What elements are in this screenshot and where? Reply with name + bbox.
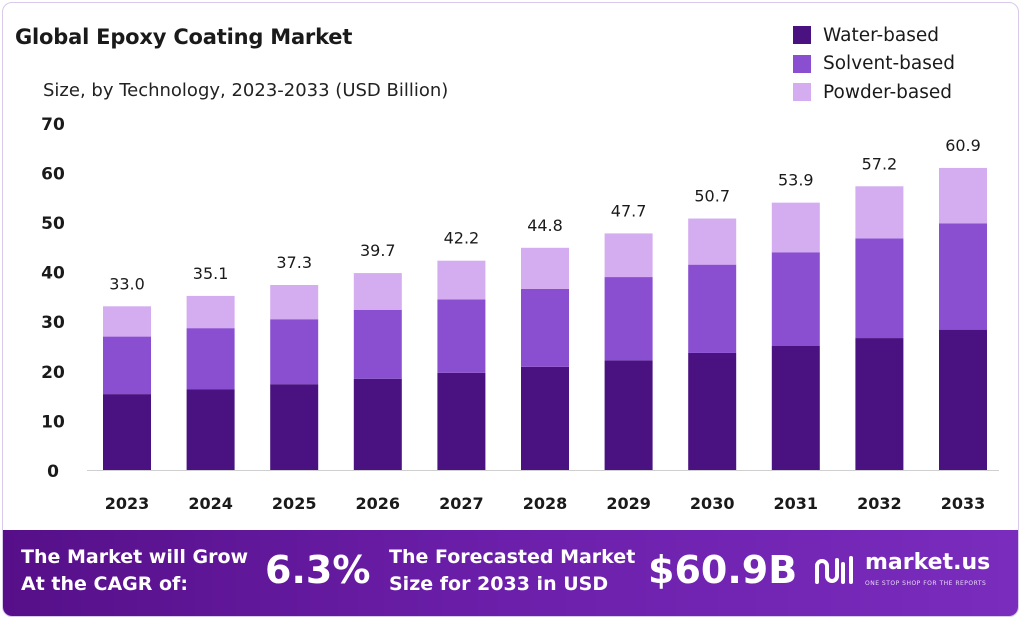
legend-label-solvent-based: Solvent-based: [823, 53, 956, 75]
cagr-value: 6.3%: [265, 548, 371, 592]
bar-segment-powder-based-2028: [521, 247, 569, 289]
bar-segment-solvent-based-2027: [437, 299, 486, 373]
cagr-label-line2: At the CAGR of:: [21, 573, 188, 595]
x-tick-label-2029: 2029: [606, 494, 651, 513]
x-tick-label-2033: 2033: [941, 494, 986, 513]
bar-segment-powder-based-2033: [939, 167, 987, 224]
total-label-2024: 35.1: [193, 264, 229, 283]
bar-segment-powder-based-2031: [771, 202, 820, 253]
bar-segment-solvent-based-2033: [939, 223, 987, 330]
x-tick-label-2027: 2027: [439, 494, 484, 513]
total-label-2028: 44.8: [527, 216, 563, 235]
bar-segment-water-based-2030: [688, 352, 737, 470]
total-label-2029: 47.7: [611, 201, 647, 220]
brand-tagline: ONE STOP SHOP FOR THE REPORTS: [865, 580, 987, 587]
x-tick-label-2024: 2024: [188, 494, 233, 513]
total-label-2023: 33.0: [109, 274, 145, 293]
legend-swatch-powder-based: [793, 83, 811, 102]
y-tick-label: 20: [41, 363, 65, 383]
x-tick-label-2025: 2025: [272, 494, 317, 513]
bar-segment-solvent-based-2030: [688, 264, 737, 353]
total-label-2027: 42.2: [444, 229, 480, 248]
bar-segment-solvent-based-2026: [353, 309, 402, 379]
bar-segment-powder-based-2025: [270, 284, 319, 320]
total-label-2030: 50.7: [694, 187, 730, 206]
x-tick-label-2026: 2026: [356, 494, 401, 513]
stacked-bar-chart: 01020304050607033.0202335.1202437.320253…: [41, 115, 999, 513]
cagr-label-line1: The Market will Grow: [21, 546, 249, 568]
forecast-value: $60.9B: [648, 548, 798, 592]
legend-item-solvent-based: Solvent-based: [793, 50, 955, 79]
y-tick-label: 50: [41, 214, 65, 234]
bar-segment-solvent-based-2024: [186, 328, 235, 390]
y-tick-label: 60: [41, 164, 65, 184]
x-tick-label-2023: 2023: [105, 494, 150, 513]
bar-segment-powder-based-2032: [855, 186, 904, 239]
bar-segment-water-based-2023: [103, 394, 151, 470]
chart-legend: Water-based Solvent-based Powder-based: [793, 21, 955, 107]
cagr-label: The Market will Grow At the CAGR of:: [21, 544, 248, 598]
bar-segment-solvent-based-2031: [771, 252, 820, 346]
y-tick-label: 70: [41, 115, 65, 135]
legend-item-water-based: Water-based: [793, 21, 955, 50]
x-tick-label-2028: 2028: [523, 494, 568, 513]
bar-segment-water-based-2026: [353, 378, 402, 470]
bar-segment-water-based-2029: [604, 360, 653, 470]
total-label-2033: 60.9: [945, 136, 981, 155]
bar-segment-solvent-based-2023: [103, 336, 151, 395]
legend-label-water-based: Water-based: [823, 24, 940, 46]
x-tick-label-2032: 2032: [857, 494, 902, 513]
legend-label-powder-based: Powder-based: [823, 81, 953, 103]
legend-item-powder-based: Powder-based: [793, 78, 955, 107]
bar-segment-water-based-2027: [437, 372, 486, 470]
bar-segment-water-based-2028: [521, 366, 569, 470]
legend-swatch-solvent-based: [793, 54, 811, 73]
bar-segment-powder-based-2029: [604, 233, 653, 278]
bar-segment-powder-based-2030: [688, 218, 737, 265]
chart-title: Global Epoxy Coating Market: [15, 25, 353, 49]
y-tick-label: 40: [41, 264, 65, 284]
bar-segment-powder-based-2027: [437, 260, 486, 300]
total-label-2031: 53.9: [778, 171, 814, 190]
bar-segment-water-based-2024: [186, 389, 235, 470]
y-tick-label: 30: [41, 313, 65, 333]
bar-segment-water-based-2025: [270, 384, 319, 470]
bar-segment-solvent-based-2029: [604, 277, 653, 361]
bar-segment-solvent-based-2028: [521, 288, 569, 367]
bar-segment-water-based-2032: [855, 338, 904, 470]
x-tick-label-2031: 2031: [774, 494, 819, 513]
forecast-label: The Forecasted Market Size for 2033 in U…: [389, 544, 635, 598]
forecast-label-line2: Size for 2033 in USD: [389, 573, 609, 595]
total-label-2032: 57.2: [862, 154, 898, 173]
chart-subtitle: Size, by Technology, 2023-2033 (USD Bill…: [43, 80, 449, 101]
bar-segment-water-based-2033: [939, 329, 987, 470]
bar-segment-water-based-2031: [771, 346, 820, 470]
x-tick-label-2030: 2030: [690, 494, 735, 513]
brand: market.us ONE STOP SHOP FOR THE REPORTS: [813, 550, 1013, 600]
y-tick-label: 0: [47, 462, 59, 482]
bar-segment-powder-based-2024: [186, 295, 235, 329]
total-label-2025: 37.3: [276, 253, 312, 272]
market-us-logo-icon: [815, 556, 853, 584]
bar-segment-solvent-based-2025: [270, 319, 319, 385]
summary-banner: The Market will Grow At the CAGR of: 6.3…: [3, 530, 1018, 616]
forecast-label-line1: The Forecasted Market: [389, 546, 636, 568]
bar-segment-solvent-based-2032: [855, 238, 904, 339]
total-label-2026: 39.7: [360, 241, 396, 260]
bar-segment-powder-based-2026: [353, 273, 402, 310]
bar-segment-powder-based-2023: [103, 306, 151, 337]
y-tick-label: 10: [41, 412, 65, 432]
legend-swatch-water-based: [793, 26, 811, 45]
brand-name: market.us: [865, 550, 991, 575]
